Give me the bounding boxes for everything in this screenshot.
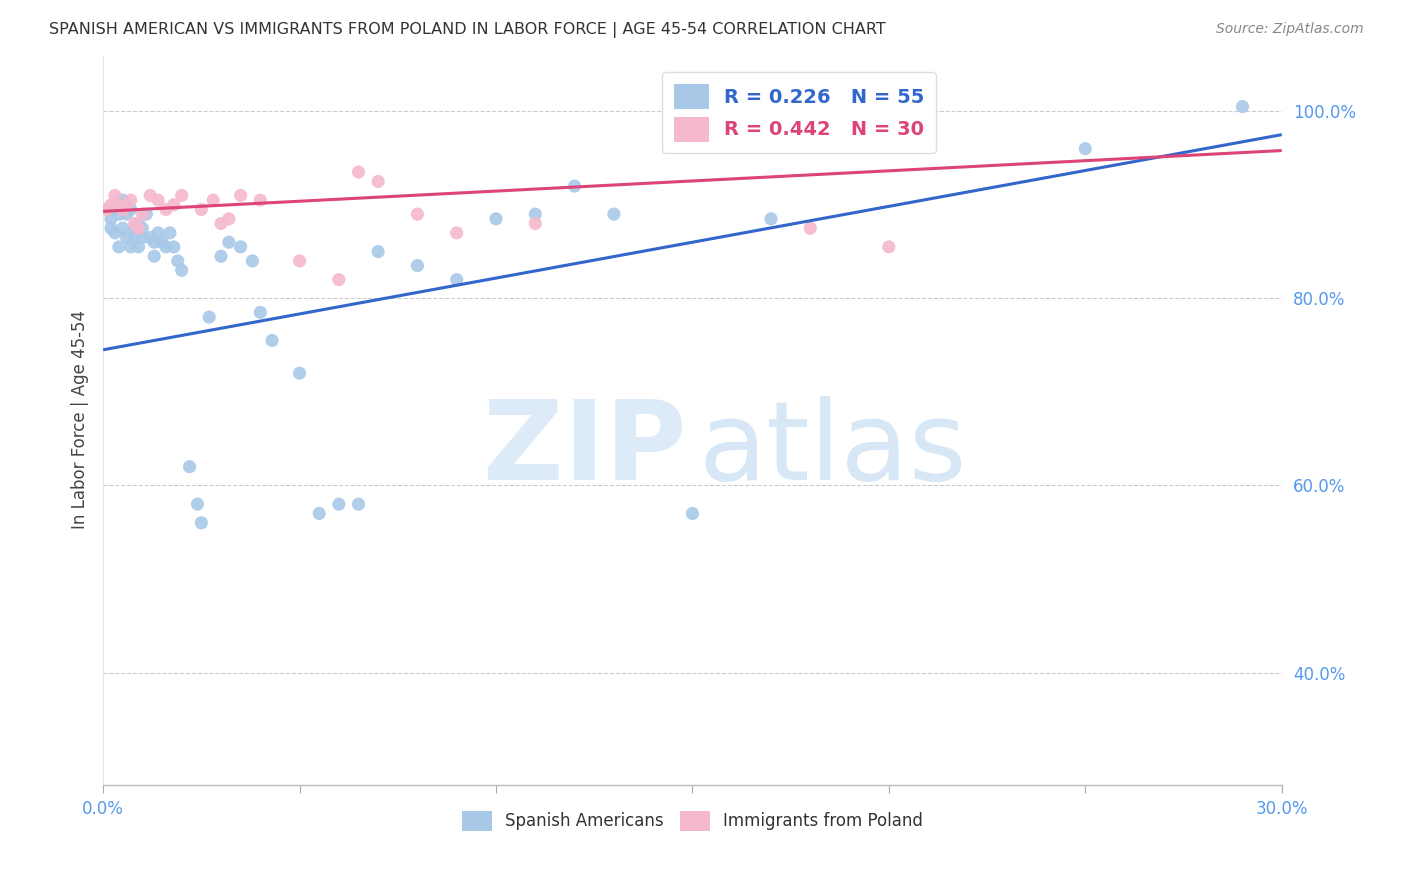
Point <box>143 249 166 263</box>
Point <box>127 240 149 254</box>
Point <box>367 174 389 188</box>
Point <box>163 240 186 254</box>
Point <box>262 334 284 348</box>
Point <box>186 497 208 511</box>
Point <box>242 254 264 268</box>
Point <box>229 188 252 202</box>
Point <box>202 193 225 207</box>
Point <box>111 193 134 207</box>
Point <box>155 240 177 254</box>
Point <box>127 221 149 235</box>
Point <box>328 497 350 511</box>
Point <box>135 207 157 221</box>
Text: ZIP: ZIP <box>484 396 686 502</box>
Point <box>124 230 146 244</box>
Text: SPANISH AMERICAN VS IMMIGRANTS FROM POLAND IN LABOR FORCE | AGE 45-54 CORRELATIO: SPANISH AMERICAN VS IMMIGRANTS FROM POLA… <box>49 22 886 38</box>
Point <box>120 193 142 207</box>
Point <box>100 211 122 226</box>
Point <box>111 202 134 217</box>
Point <box>524 217 547 231</box>
Point <box>198 310 221 324</box>
Point <box>229 240 252 254</box>
Point <box>150 235 173 250</box>
Point <box>406 207 429 221</box>
Point <box>146 226 169 240</box>
Point <box>139 188 162 202</box>
Point <box>124 217 146 231</box>
Point <box>96 202 118 217</box>
Point <box>104 188 127 202</box>
Point <box>143 235 166 250</box>
Point <box>108 240 131 254</box>
Point <box>124 221 146 235</box>
Point <box>759 211 782 226</box>
Point <box>681 507 703 521</box>
Point <box>799 221 821 235</box>
Point <box>115 207 138 221</box>
Point <box>249 305 271 319</box>
Point <box>288 254 311 268</box>
Point <box>139 230 162 244</box>
Point <box>877 240 900 254</box>
Point <box>120 202 142 217</box>
Point <box>288 366 311 380</box>
Point <box>308 507 330 521</box>
Point <box>131 221 153 235</box>
Point <box>108 198 131 212</box>
Y-axis label: In Labor Force | Age 45-54: In Labor Force | Age 45-54 <box>72 310 89 530</box>
Point <box>127 217 149 231</box>
Legend: Spanish Americans, Immigrants from Poland: Spanish Americans, Immigrants from Polan… <box>461 811 924 831</box>
Point <box>104 202 127 217</box>
Point <box>163 198 186 212</box>
Point <box>485 211 508 226</box>
Point <box>249 193 271 207</box>
Point <box>179 459 201 474</box>
Point <box>170 188 193 202</box>
Point <box>603 207 626 221</box>
Point <box>166 254 188 268</box>
Point <box>170 263 193 277</box>
Point <box>115 198 138 212</box>
Point <box>115 230 138 244</box>
Point <box>190 516 212 530</box>
Point <box>190 202 212 217</box>
Point <box>100 221 122 235</box>
Point <box>131 230 153 244</box>
Point <box>406 259 429 273</box>
Point <box>159 226 181 240</box>
Point <box>367 244 389 259</box>
Point <box>1074 142 1097 156</box>
Point <box>96 202 118 217</box>
Text: Source: ZipAtlas.com: Source: ZipAtlas.com <box>1216 22 1364 37</box>
Point <box>111 221 134 235</box>
Point <box>446 226 468 240</box>
Point <box>446 272 468 286</box>
Point <box>209 249 232 263</box>
Point <box>524 207 547 221</box>
Point <box>146 193 169 207</box>
Point <box>209 217 232 231</box>
Point <box>104 226 127 240</box>
Point <box>131 207 153 221</box>
Point <box>218 211 240 226</box>
Point <box>347 497 370 511</box>
Point <box>564 179 586 194</box>
Point <box>155 202 177 217</box>
Point <box>120 240 142 254</box>
Point <box>108 207 131 221</box>
Text: atlas: atlas <box>699 396 967 502</box>
Point <box>1232 99 1254 113</box>
Point <box>218 235 240 250</box>
Point <box>347 165 370 179</box>
Point <box>328 272 350 286</box>
Point <box>100 198 122 212</box>
